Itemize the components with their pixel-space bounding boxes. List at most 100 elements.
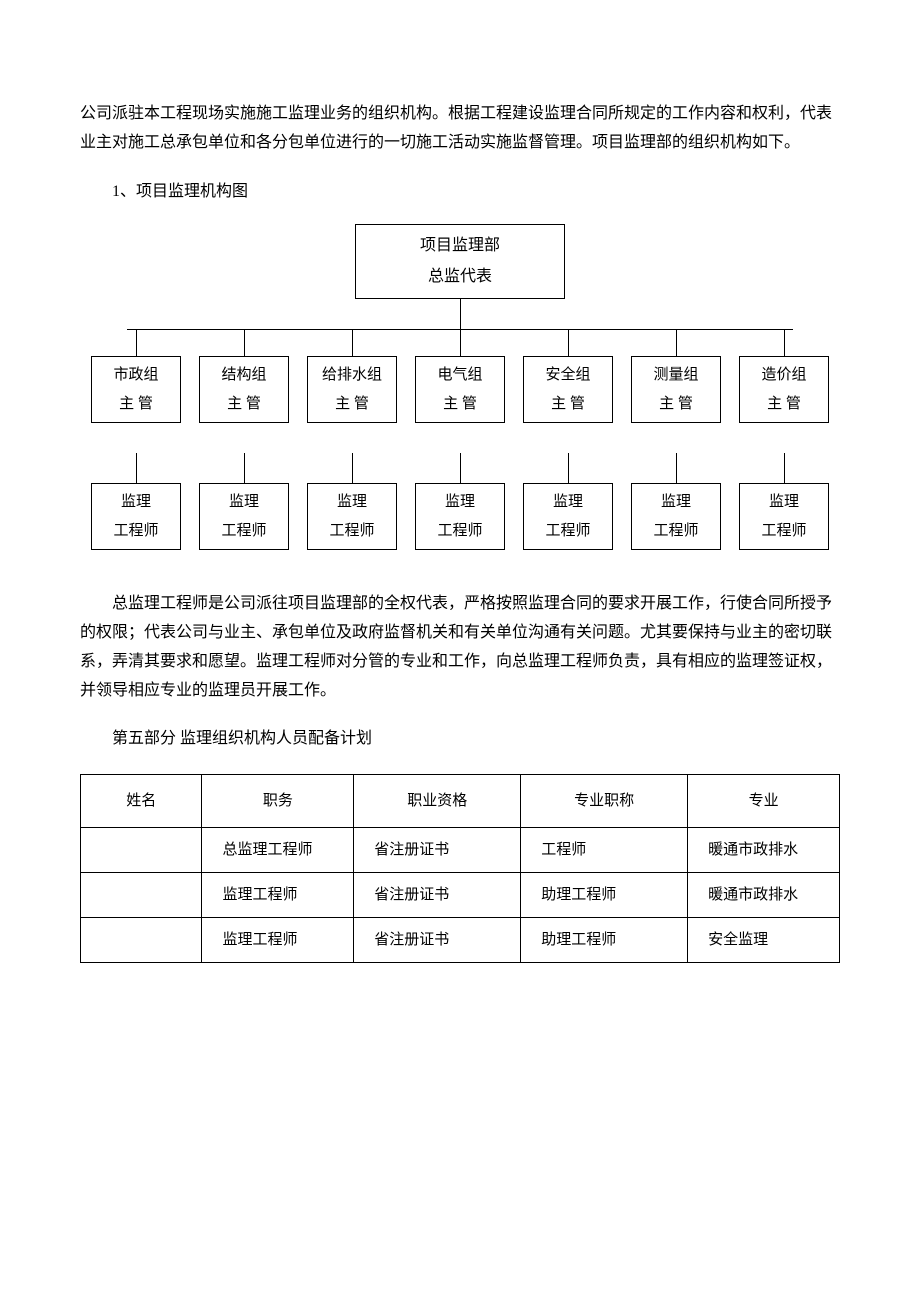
th-pos: 职务 [202, 775, 354, 828]
org-eng-box: 监理工程师 [523, 483, 613, 550]
org-vline [244, 330, 245, 356]
org-spacer [244, 423, 245, 483]
org-dept-box: 电气组主 管 [415, 356, 505, 423]
org-dept-head: 主 管 [308, 390, 396, 419]
org-vline [568, 453, 569, 483]
org-dept-col: 安全组主 管监理工程师 [523, 330, 613, 550]
org-vline [460, 453, 461, 483]
org-dept-head: 主 管 [200, 390, 288, 419]
org-root-line2: 总监代表 [356, 262, 564, 292]
table-cell: 暖通市政排水 [688, 873, 840, 918]
org-eng-line2: 工程师 [740, 517, 828, 546]
org-root-vline [460, 299, 461, 329]
org-dept-name: 电气组 [416, 361, 504, 390]
org-eng-line2: 工程师 [416, 517, 504, 546]
org-eng-line1: 监理 [632, 488, 720, 517]
table-cell: 助理工程师 [521, 873, 688, 918]
org-vline [136, 453, 137, 483]
org-eng-line2: 工程师 [524, 517, 612, 546]
table-cell: 安全监理 [688, 918, 840, 963]
org-eng-line1: 监理 [524, 488, 612, 517]
org-eng-line1: 监理 [416, 488, 504, 517]
org-eng-line1: 监理 [308, 488, 396, 517]
org-dept-name: 结构组 [200, 361, 288, 390]
org-vline [136, 330, 137, 356]
org-eng-line2: 工程师 [200, 517, 288, 546]
org-root-line1: 项目监理部 [356, 231, 564, 261]
org-spacer [460, 423, 461, 483]
th-title: 专业职称 [521, 775, 688, 828]
org-root-box: 项目监理部 总监代表 [355, 224, 565, 299]
org-dept-name: 给排水组 [308, 361, 396, 390]
org-eng-line2: 工程师 [632, 517, 720, 546]
table-row: 监理工程师省注册证书助理工程师安全监理 [81, 918, 840, 963]
org-spacer [136, 423, 137, 483]
org-eng-box: 监理工程师 [739, 483, 829, 550]
table-cell: 工程师 [521, 828, 688, 873]
org-spacer [676, 423, 677, 483]
org-eng-box: 监理工程师 [631, 483, 721, 550]
table-header-row: 姓名 职务 职业资格 专业职称 专业 [81, 775, 840, 828]
table-cell [81, 873, 202, 918]
org-eng-box: 监理工程师 [199, 483, 289, 550]
org-dept-box: 结构组主 管 [199, 356, 289, 423]
org-chart: 项目监理部 总监代表 市政组主 管监理工程师结构组主 管监理工程师给排水组主 管… [80, 224, 840, 550]
org-vline [676, 453, 677, 483]
org-dept-name: 造价组 [740, 361, 828, 390]
table-cell: 总监理工程师 [202, 828, 354, 873]
table-cell: 监理工程师 [202, 873, 354, 918]
org-dept-head: 主 管 [740, 390, 828, 419]
org-dept-box: 市政组主 管 [91, 356, 181, 423]
table-row: 监理工程师省注册证书助理工程师暖通市政排水 [81, 873, 840, 918]
org-vline [460, 330, 461, 356]
org-dept-col: 结构组主 管监理工程师 [199, 330, 289, 550]
org-eng-line2: 工程师 [92, 517, 180, 546]
org-dept-col: 测量组主 管监理工程师 [631, 330, 721, 550]
org-eng-line1: 监理 [92, 488, 180, 517]
org-dept-box: 给排水组主 管 [307, 356, 397, 423]
org-vline [352, 453, 353, 483]
org-vline [244, 453, 245, 483]
table-cell [81, 828, 202, 873]
org-dept-name: 测量组 [632, 361, 720, 390]
heading-1: 1、项目监理机构图 [80, 178, 840, 207]
personnel-table: 姓名 职务 职业资格 专业职称 专业 总监理工程师省注册证书工程师暖通市政排水监… [80, 774, 840, 963]
org-eng-line1: 监理 [200, 488, 288, 517]
org-dept-name: 安全组 [524, 361, 612, 390]
org-vline [352, 330, 353, 356]
th-major: 专业 [688, 775, 840, 828]
org-dept-box: 测量组主 管 [631, 356, 721, 423]
th-qual: 职业资格 [354, 775, 521, 828]
org-eng-box: 监理工程师 [415, 483, 505, 550]
table-cell: 监理工程师 [202, 918, 354, 963]
org-dept-head: 主 管 [92, 390, 180, 419]
org-eng-box: 监理工程师 [307, 483, 397, 550]
heading-part5: 第五部分 监理组织机构人员配备计划 [80, 725, 840, 754]
org-eng-line2: 工程师 [308, 517, 396, 546]
org-dept-col: 给排水组主 管监理工程师 [307, 330, 397, 550]
org-spacer [568, 423, 569, 483]
org-vline [676, 330, 677, 356]
table-cell: 省注册证书 [354, 828, 521, 873]
org-dept-col: 造价组主 管监理工程师 [739, 330, 829, 550]
table-cell: 助理工程师 [521, 918, 688, 963]
org-dept-box: 安全组主 管 [523, 356, 613, 423]
table-cell [81, 918, 202, 963]
org-dept-head: 主 管 [416, 390, 504, 419]
table-cell: 省注册证书 [354, 873, 521, 918]
org-dept-head: 主 管 [524, 390, 612, 419]
org-dept-col: 电气组主 管监理工程师 [415, 330, 505, 550]
intro-paragraph: 公司派驻本工程现场实施施工监理业务的组织机构。根据工程建设监理合同所规定的工作内… [80, 100, 840, 158]
org-vline [568, 330, 569, 356]
org-dept-col: 市政组主 管监理工程师 [91, 330, 181, 550]
org-spacer [784, 423, 785, 483]
th-name: 姓名 [81, 775, 202, 828]
org-dept-head: 主 管 [632, 390, 720, 419]
para-after-chart: 总监理工程师是公司派往项目监理部的全权代表，严格按照监理合同的要求开展工作，行使… [80, 590, 840, 705]
org-vline [784, 453, 785, 483]
org-hline-dept [82, 329, 838, 330]
org-dept-box: 造价组主 管 [739, 356, 829, 423]
table-cell: 省注册证书 [354, 918, 521, 963]
table-row: 总监理工程师省注册证书工程师暖通市政排水 [81, 828, 840, 873]
org-dept-name: 市政组 [92, 361, 180, 390]
